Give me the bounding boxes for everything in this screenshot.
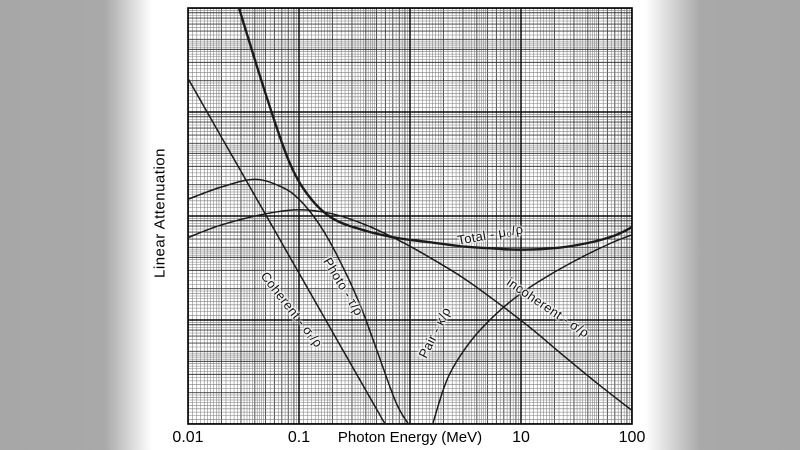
x-tick-0.01: 0.01	[172, 429, 204, 446]
curve-pair	[431, 234, 632, 424]
curve-coherent	[188, 178, 410, 424]
x-tick-100: 100	[618, 429, 646, 446]
curves	[188, 8, 632, 424]
x-tick-10: 10	[512, 429, 530, 446]
curve-total	[237, 8, 632, 251]
curve-photoelectric	[188, 77, 386, 424]
right-gray-border	[640, 0, 800, 450]
left-gray-border	[0, 0, 175, 450]
log-grid	[188, 8, 632, 424]
curve-incoherent	[188, 208, 632, 412]
plot-frame	[187, 7, 633, 425]
x-tick-0.1: 0.1	[287, 429, 311, 446]
y-axis-title: Linear Attenuation	[151, 148, 169, 278]
x-axis-title: Photon Energy (MeV)	[337, 429, 483, 446]
